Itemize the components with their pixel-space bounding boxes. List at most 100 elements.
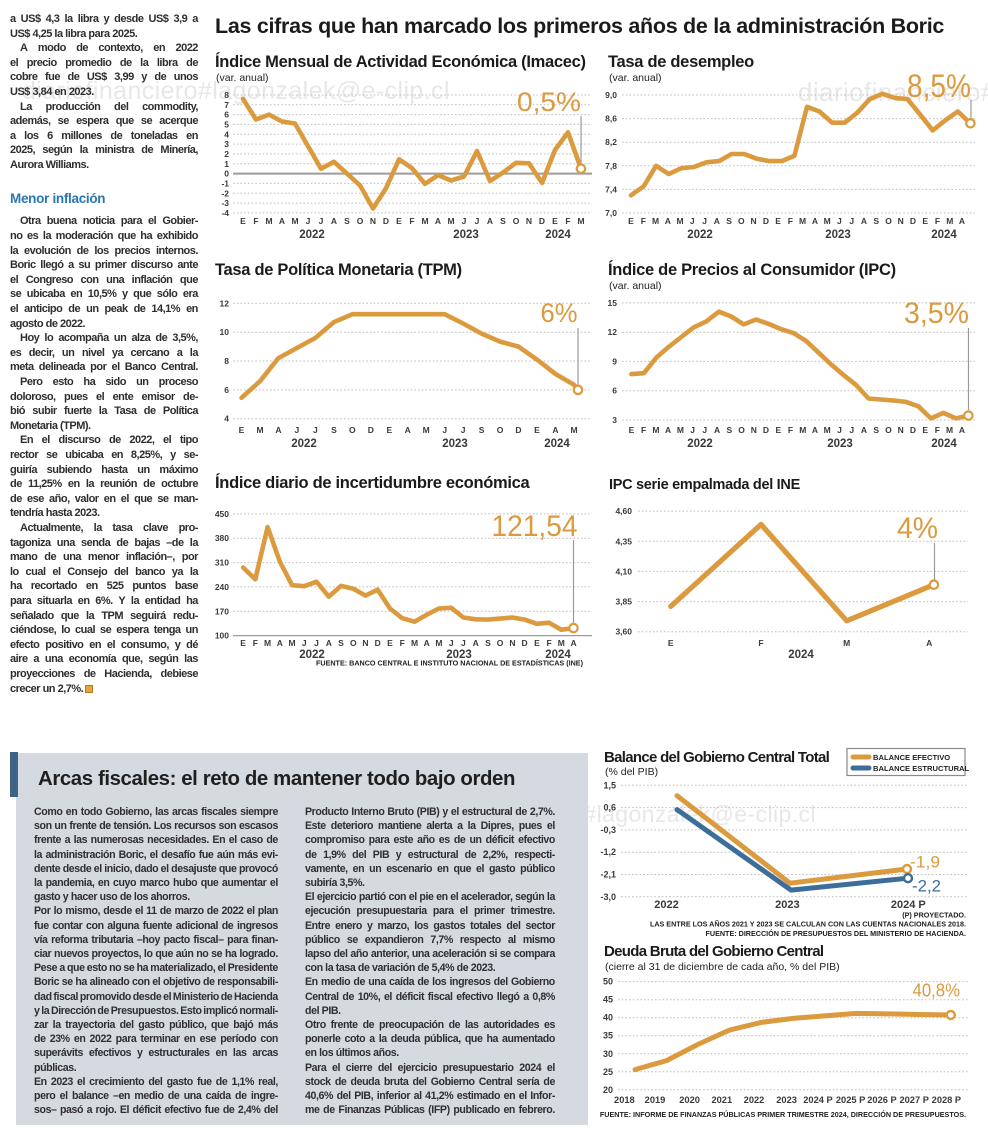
svg-text:(P) PROYECTADO.: (P) PROYECTADO. [902, 911, 966, 920]
svg-text:F: F [641, 216, 646, 226]
svg-text:J: J [302, 638, 307, 648]
svg-text:E: E [775, 425, 781, 435]
svg-text:F: F [565, 216, 570, 226]
svg-text:7,0: 7,0 [605, 208, 617, 218]
svg-text:8: 8 [224, 90, 229, 100]
svg-text:BALANCE EFECTIVO: BALANCE EFECTIVO [873, 753, 950, 762]
svg-text:50: 50 [603, 977, 613, 987]
svg-text:2023: 2023 [775, 899, 799, 911]
svg-text:A: A [714, 216, 720, 226]
svg-text:S: S [479, 425, 485, 435]
svg-text:J: J [702, 216, 707, 226]
svg-text:S: S [338, 638, 344, 648]
svg-text:170: 170 [215, 606, 229, 616]
svg-text:2024: 2024 [931, 438, 957, 450]
svg-text:J: J [837, 216, 842, 226]
svg-text:A: A [665, 425, 671, 435]
svg-text:-1: -1 [221, 178, 229, 188]
svg-text:O: O [357, 216, 364, 226]
svg-text:S: S [873, 425, 879, 435]
svg-text:J: J [442, 425, 447, 435]
svg-text:2023: 2023 [442, 438, 468, 450]
svg-text:D: D [515, 425, 521, 435]
svg-text:6%: 6% [541, 298, 578, 328]
svg-text:D: D [763, 216, 769, 226]
svg-text:M: M [577, 216, 584, 226]
svg-text:2023: 2023 [453, 229, 479, 241]
svg-text:-4: -4 [221, 208, 229, 218]
svg-text:2022: 2022 [687, 229, 713, 241]
svg-text:A: A [714, 425, 720, 435]
svg-text:A: A [571, 638, 577, 648]
svg-text:F: F [788, 216, 793, 226]
svg-text:2021: 2021 [711, 1095, 732, 1105]
svg-text:A: A [405, 425, 411, 435]
svg-text:1: 1 [224, 159, 229, 169]
svg-text:4,60: 4,60 [615, 506, 632, 516]
svg-text:2023: 2023 [776, 1095, 797, 1105]
svg-text:6: 6 [612, 386, 617, 396]
svg-text:F: F [935, 216, 940, 226]
svg-text:4,35: 4,35 [615, 536, 632, 546]
svg-text:J: J [475, 216, 480, 226]
svg-text:M: M [264, 638, 271, 648]
svg-text:J: J [849, 216, 854, 226]
svg-text:4,10: 4,10 [615, 566, 632, 576]
svg-text:M: M [423, 425, 430, 435]
svg-text:J: J [461, 638, 466, 648]
svg-text:N: N [362, 638, 368, 648]
svg-text:S: S [344, 216, 350, 226]
svg-text:A: A [861, 216, 867, 226]
svg-text:3: 3 [224, 139, 229, 149]
svg-text:2022: 2022 [299, 649, 325, 661]
svg-text:A: A [331, 216, 337, 226]
svg-text:A: A [275, 425, 281, 435]
svg-text:J: J [306, 216, 311, 226]
svg-text:E: E [775, 216, 781, 226]
svg-text:2024: 2024 [788, 649, 814, 661]
svg-text:N: N [898, 425, 904, 435]
svg-text:M: M [946, 425, 953, 435]
svg-text:O: O [885, 425, 892, 435]
svg-text:E: E [629, 425, 635, 435]
svg-text:-0,3: -0,3 [600, 825, 616, 835]
svg-text:5: 5 [224, 119, 229, 129]
svg-text:40,8%: 40,8% [913, 981, 961, 1001]
svg-text:S: S [485, 638, 491, 648]
svg-text:2022: 2022 [744, 1095, 765, 1105]
svg-text:D: D [368, 425, 374, 435]
svg-text:2027 P: 2027 P [899, 1095, 928, 1105]
svg-text:E: E [396, 216, 402, 226]
svg-text:A: A [326, 638, 332, 648]
svg-text:A: A [277, 638, 283, 648]
svg-text:N: N [751, 216, 757, 226]
svg-text:N: N [898, 216, 904, 226]
svg-text:3,85: 3,85 [615, 597, 632, 607]
svg-text:E: E [922, 425, 928, 435]
svg-text:FUENTE: BANCO CENTRAL E INSTIT: FUENTE: BANCO CENTRAL E INSTITUTO NACION… [316, 659, 584, 668]
svg-text:E: E [386, 425, 392, 435]
svg-text:N: N [370, 216, 376, 226]
svg-text:450: 450 [215, 509, 229, 519]
svg-text:15: 15 [608, 298, 618, 308]
svg-text:J: J [314, 638, 319, 648]
svg-text:E: E [628, 216, 634, 226]
svg-text:2024: 2024 [545, 649, 571, 661]
svg-text:M: M [676, 216, 683, 226]
svg-text:6: 6 [224, 110, 229, 120]
svg-text:M: M [824, 425, 831, 435]
svg-text:0,5%: 0,5% [517, 87, 581, 117]
svg-text:3,5%: 3,5% [904, 297, 969, 330]
svg-text:4%: 4% [897, 512, 938, 545]
svg-text:25: 25 [603, 1067, 613, 1077]
svg-text:7,4: 7,4 [605, 184, 617, 194]
svg-text:7: 7 [224, 100, 229, 110]
svg-text:M: M [677, 425, 684, 435]
svg-text:121,54: 121,54 [492, 510, 578, 543]
svg-text:2028 P: 2028 P [932, 1095, 961, 1105]
svg-text:O: O [513, 216, 520, 226]
svg-text:2022: 2022 [291, 438, 317, 450]
svg-text:M: M [289, 638, 296, 648]
svg-text:2023: 2023 [827, 438, 853, 450]
svg-text:A: A [812, 216, 818, 226]
